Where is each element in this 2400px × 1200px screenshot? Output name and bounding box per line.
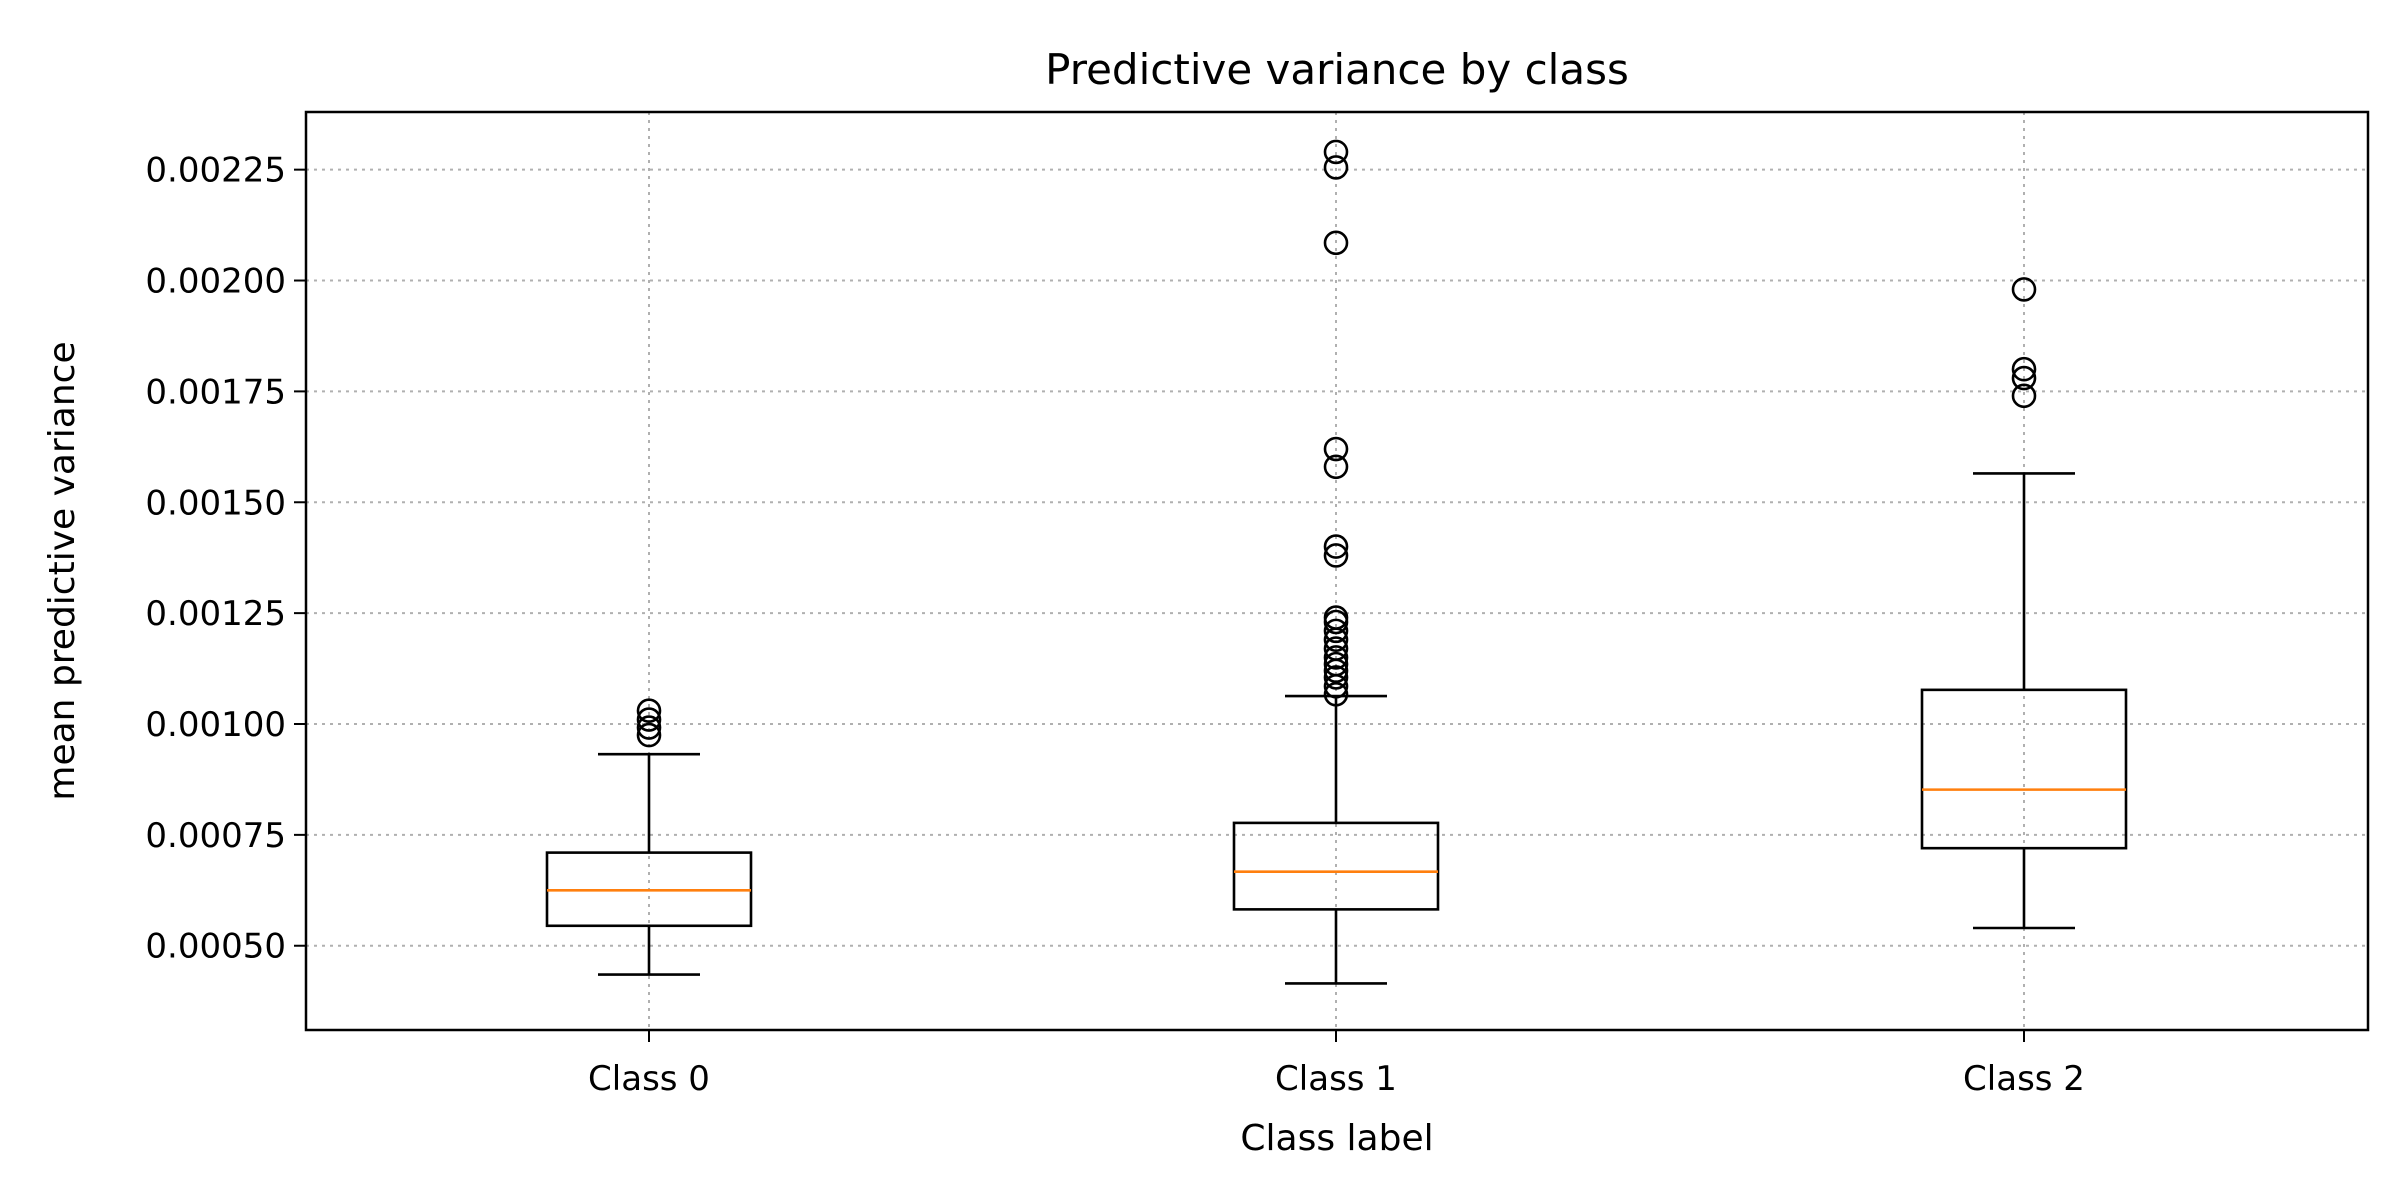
flier-point: [1323, 605, 1349, 630]
y-axis-label: mean predictive variance: [42, 341, 83, 800]
marks-layer: [545, 139, 2128, 985]
box-iqr: [1232, 821, 1440, 911]
box-iqr: [1920, 688, 2128, 850]
x-tick-label: Class 2: [1963, 1059, 2085, 1099]
box-group: [545, 698, 753, 976]
grid-layer: [306, 112, 2368, 1030]
y-tick-label: 0.00225: [145, 151, 286, 191]
flier-point: [636, 715, 662, 740]
y-tick-label: 0.00125: [145, 594, 286, 634]
axis-layer: 0.00050 0.00075 0.00100 0.00125 0.00150 0.001…: [145, 151, 2085, 1099]
x-axis-label: Class label: [1240, 1118, 1433, 1159]
y-tick-label: 0.00175: [145, 372, 286, 412]
flier-point: [1323, 636, 1349, 661]
box-group: [1232, 139, 1440, 985]
y-tick-label: 0.00200: [145, 262, 286, 302]
flier-point: [2011, 356, 2037, 382]
flier-point: [636, 722, 662, 748]
y-tick-label: 0.00150: [145, 483, 286, 523]
flier-point: [1323, 651, 1349, 677]
flier-point: [1323, 618, 1349, 644]
flier-point: [1323, 665, 1349, 690]
flier-point: [2011, 383, 2037, 409]
flier-point: [1323, 454, 1349, 480]
x-tick-label: Class 0: [588, 1059, 710, 1099]
flier-point: [1323, 436, 1349, 462]
chart-title: Predictive variance by class: [1045, 45, 1629, 94]
flier-point: [1323, 543, 1349, 568]
flier-point: [2011, 365, 2037, 391]
flier-point: [636, 698, 662, 723]
y-tick-label: 0.00100: [145, 705, 286, 745]
flier-point: [1323, 534, 1349, 559]
flier-point: [2011, 277, 2037, 302]
y-tick-label: 0.00050: [145, 927, 286, 967]
flier-point: [636, 707, 662, 732]
x-tick-label: Class 1: [1275, 1059, 1397, 1099]
flier-point: [1323, 681, 1349, 707]
y-tick-label: 0.00075: [145, 816, 286, 856]
flier-point: [1323, 155, 1349, 180]
box-group: [1920, 277, 2128, 930]
flier-point: [1323, 230, 1349, 256]
flier-point: [1323, 645, 1349, 670]
flier-point: [1323, 139, 1349, 165]
